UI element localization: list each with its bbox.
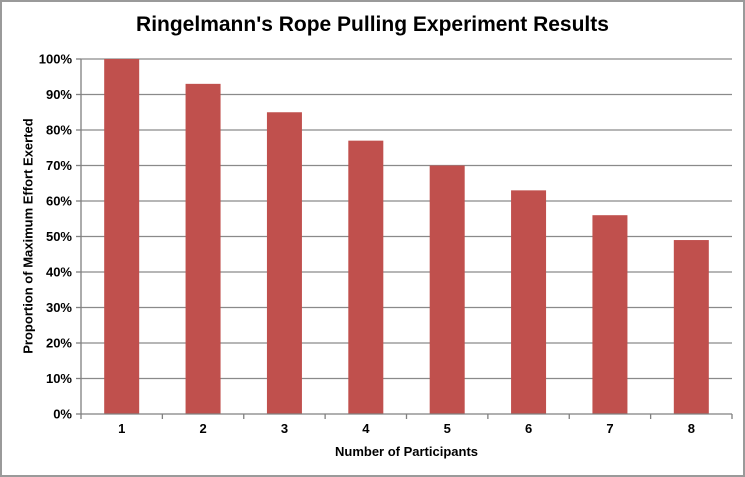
x-category-label: 5 xyxy=(444,421,451,436)
bar-4 xyxy=(348,140,384,414)
y-tick-label: 90% xyxy=(46,87,72,102)
bar-1 xyxy=(104,59,140,414)
y-tick-label: 60% xyxy=(46,194,72,209)
y-tick-label: 50% xyxy=(46,229,72,244)
x-category-label: 2 xyxy=(199,421,206,436)
x-category-label: 1 xyxy=(118,421,125,436)
y-tick-label: 20% xyxy=(46,336,72,351)
bar-3 xyxy=(266,112,302,414)
x-category-label: 6 xyxy=(525,421,532,436)
x-category-label: 8 xyxy=(688,421,695,436)
x-category-label: 7 xyxy=(606,421,613,436)
y-tick-label: 70% xyxy=(46,158,72,173)
y-tick-label: 30% xyxy=(46,300,72,315)
y-axis-title: Proportion of Maximum Effort Exerted xyxy=(20,118,36,354)
y-tick-label: 80% xyxy=(46,123,72,138)
y-tick-label: 0% xyxy=(53,407,72,422)
bar-8 xyxy=(673,240,709,414)
x-category-label: 4 xyxy=(362,421,370,436)
y-tick-label: 10% xyxy=(46,371,72,386)
bar-6 xyxy=(511,190,547,414)
y-tick-label: 40% xyxy=(46,265,72,280)
bar-2 xyxy=(185,83,221,414)
y-tick-label: 100% xyxy=(39,52,73,67)
chart-title: Ringelmann's Rope Pulling Experiment Res… xyxy=(136,13,609,36)
x-axis-title: Number of Participants xyxy=(334,444,479,459)
bar-5 xyxy=(429,165,465,414)
x-category-label: 3 xyxy=(281,421,288,436)
bar-7 xyxy=(592,215,628,414)
